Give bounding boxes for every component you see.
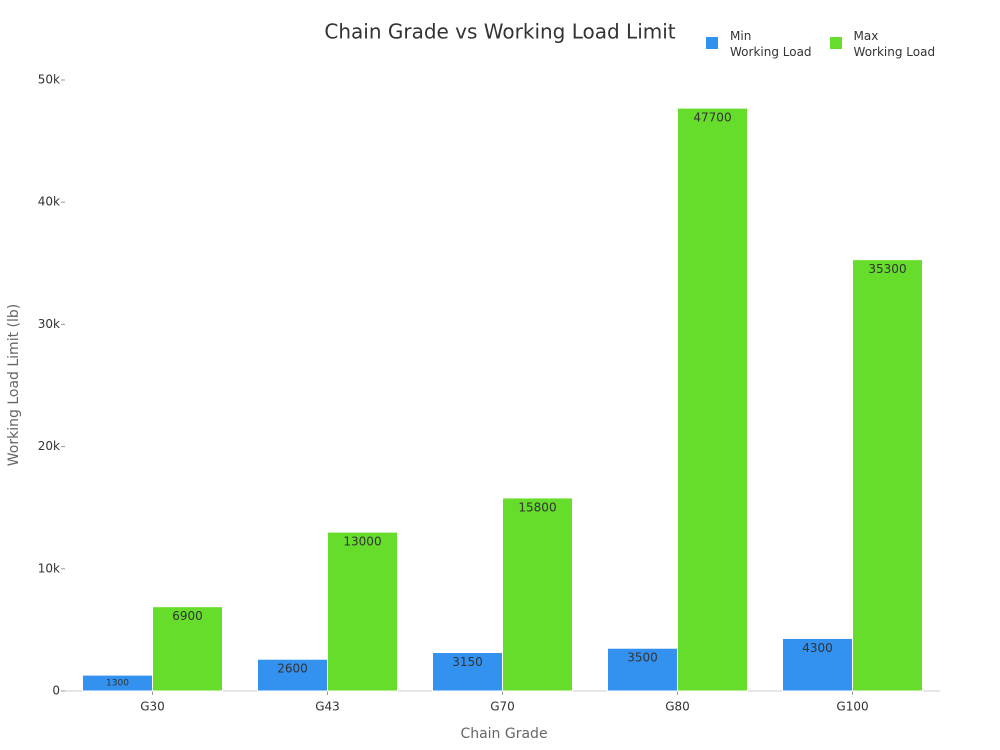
y-tick-label: 10k: [38, 561, 60, 575]
bar: [677, 107, 748, 692]
value-label: 1300: [106, 679, 129, 689]
value-label: 35300: [868, 262, 906, 276]
value-label: 3500: [627, 651, 658, 665]
legend-label: Max Working Load: [853, 29, 936, 59]
legend-label: Min Working Load: [730, 29, 812, 59]
legend-item: Min Working Load: [706, 28, 812, 60]
bar: [152, 606, 223, 692]
y-axis-label: Working Load Limit (lb): [6, 304, 22, 466]
x-tick-label: G100: [836, 700, 868, 714]
bar: [852, 259, 923, 692]
bar: [502, 497, 573, 692]
value-label: 3150: [452, 655, 483, 669]
bar: [782, 637, 853, 692]
value-label: 6900: [172, 609, 203, 623]
x-tick-label: G30: [140, 700, 165, 714]
y-tick-label: 50k: [38, 73, 60, 87]
x-tick-label: G80: [665, 700, 690, 714]
x-axis-label: Chain Grade: [460, 726, 547, 742]
x-tick-label: G70: [490, 700, 515, 714]
value-label: 4300: [802, 641, 833, 655]
legend-item: Max Working Load: [829, 28, 936, 60]
value-label: 13000: [343, 535, 381, 549]
legend: Min Working Load Max Working Load: [706, 28, 935, 60]
y-tick-label: 30k: [38, 317, 60, 331]
bar: [257, 658, 328, 692]
y-tick-label: 40k: [38, 195, 60, 209]
chart-title: Chain Grade vs Working Load Limit: [324, 20, 675, 44]
legend-swatch: [706, 37, 718, 49]
x-tick-label: G43: [315, 700, 340, 714]
y-tick-label: 20k: [38, 439, 60, 453]
value-label: 47700: [693, 111, 731, 125]
legend-swatch: [829, 37, 842, 49]
y-tick-label: 0: [52, 684, 60, 698]
bar: [432, 652, 503, 692]
value-label: 2600: [277, 662, 308, 676]
bar: [327, 531, 398, 692]
value-label: 15800: [518, 500, 556, 514]
